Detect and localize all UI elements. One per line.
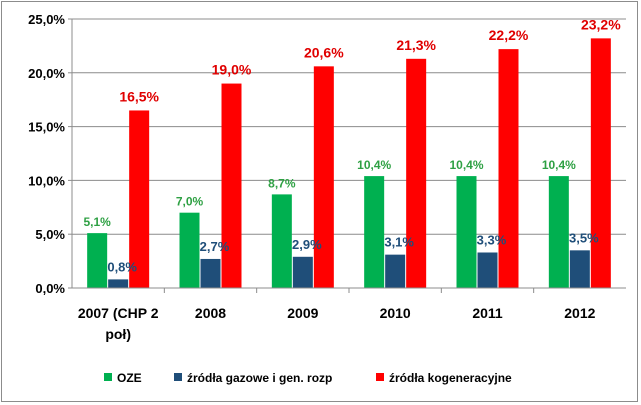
legend-swatch (174, 373, 182, 381)
legend-label: OZE (117, 371, 142, 385)
x-axis: 2007 (CHP 2 poł) 2008 2009 2010 2011 2012 (72, 287, 626, 342)
bar-cogen (498, 49, 519, 289)
y-axis: 0,0% 5,0% 10,0% 15,0% 20,0% 25,0% (28, 12, 73, 296)
data-label: 23,2% (581, 16, 621, 32)
data-label: 3,1% (384, 235, 414, 250)
data-label: 2,9% (292, 237, 322, 252)
bar-gas (569, 250, 590, 288)
bar-gas (477, 252, 498, 288)
y-tick-label: 10,0% (28, 173, 65, 188)
data-label: 5,1% (83, 215, 111, 229)
legend-swatch (376, 373, 384, 381)
bar-gas (385, 254, 406, 288)
legend-label: źródła kogeneracyjne (389, 371, 512, 385)
data-label: 21,3% (396, 37, 436, 53)
y-tick-label: 20,0% (28, 66, 65, 81)
x-tick-label: 2008 (195, 305, 226, 321)
data-label: 8,7% (268, 176, 296, 190)
data-label: 3,3% (477, 232, 507, 247)
x-tick-label: 2009 (287, 305, 318, 321)
data-label: 10,4% (449, 158, 483, 172)
bar-cogen (221, 83, 242, 288)
bar-cogen (590, 38, 611, 289)
bar-oze (179, 212, 200, 288)
data-label: 7,0% (176, 195, 204, 209)
bar-cogen (313, 66, 334, 289)
gridlines (72, 18, 626, 235)
y-tick-label: 15,0% (28, 120, 65, 135)
bar-oze (364, 176, 385, 288)
bar-oze (548, 176, 569, 288)
y-tick-label: 5,0% (35, 227, 65, 242)
data-label: 19,0% (212, 62, 252, 78)
bar-oze (87, 233, 108, 288)
data-label: 3,5% (569, 230, 599, 245)
bar-cogen (406, 58, 427, 289)
data-label: 16,5% (119, 88, 159, 104)
x-tick-label: 2010 (380, 305, 411, 321)
bar-gas (292, 256, 313, 288)
bar-cogen (129, 110, 150, 289)
x-tick-label: poł) (105, 326, 131, 342)
bars (87, 38, 611, 289)
bar-gas (200, 258, 221, 288)
x-tick-label: 2012 (564, 305, 595, 321)
legend-label: źródła gazowe i gen. rozp (187, 371, 332, 385)
y-tick-label: 25,0% (28, 12, 65, 27)
data-label: 22,2% (489, 27, 529, 43)
data-label: 2,7% (200, 239, 230, 254)
x-tick-label: 2011 (472, 305, 503, 321)
data-label: 0,8% (107, 259, 137, 274)
x-tick-label: 2007 (CHP 2 (78, 305, 159, 321)
data-label: 10,4% (357, 158, 391, 172)
data-label: 10,4% (542, 158, 576, 172)
legend: OZE źródła gazowe i gen. rozp źródła kogen… (104, 371, 512, 385)
legend-swatch (104, 373, 112, 381)
bar-oze (271, 194, 292, 288)
bar-oze (456, 176, 477, 288)
data-label: 20,6% (304, 44, 344, 60)
bar-gas (108, 279, 129, 288)
y-tick-label: 0,0% (35, 281, 65, 296)
data-labels: 5,1% 0,8% 16,5% 7,0% 2,7% 19,0% 8,7% 2,9% 20,6% 1… (83, 16, 621, 274)
